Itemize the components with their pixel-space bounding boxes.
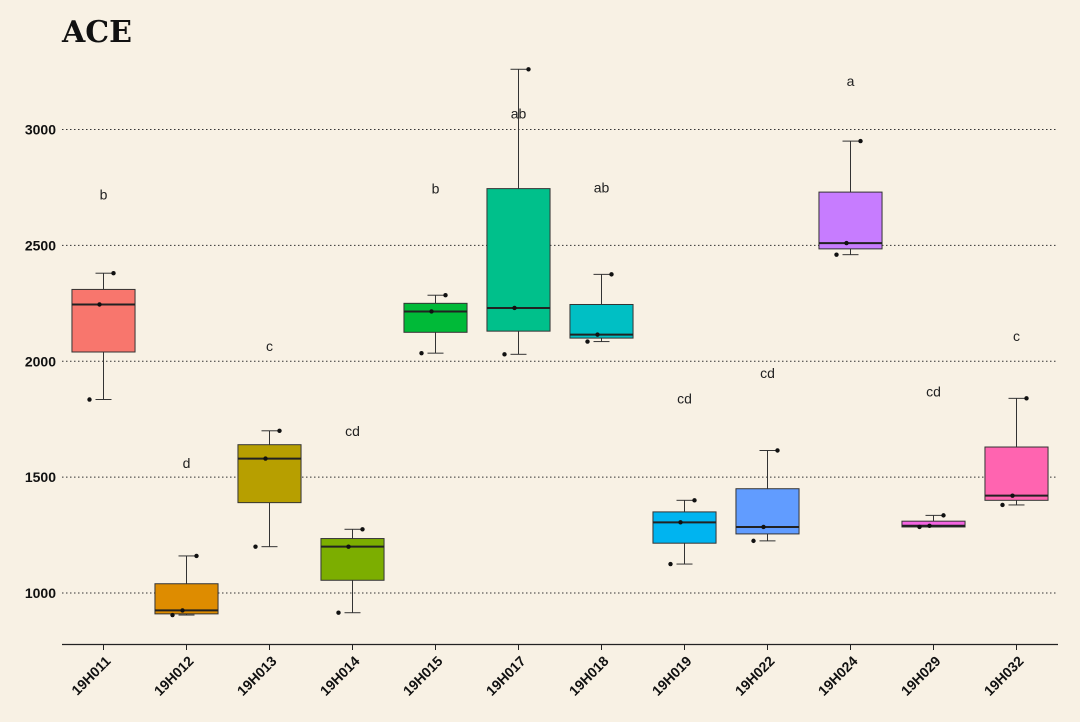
data-point bbox=[1024, 396, 1029, 401]
y-tick-label: 3000 bbox=[25, 122, 56, 138]
data-point bbox=[858, 138, 863, 144]
y-tick-label: 1000 bbox=[25, 585, 56, 601]
box-body bbox=[237, 444, 302, 504]
x-tick-label: 19H029 bbox=[898, 653, 944, 699]
boxes bbox=[71, 67, 1049, 618]
x-tick-label: 19H024 bbox=[815, 653, 861, 699]
data-point bbox=[751, 538, 756, 544]
box-body bbox=[403, 302, 468, 333]
data-point bbox=[170, 612, 175, 618]
data-point bbox=[775, 448, 780, 453]
significance-letter: b bbox=[100, 186, 108, 202]
box-19H024 bbox=[818, 138, 883, 257]
data-point bbox=[253, 544, 258, 549]
box-body bbox=[320, 538, 385, 581]
box-body bbox=[818, 191, 883, 250]
x-tick-label: 19H017 bbox=[483, 653, 529, 699]
box-19H014 bbox=[320, 527, 385, 615]
y-tick-label: 2000 bbox=[25, 353, 56, 369]
x-tick-label: 19H015 bbox=[400, 653, 446, 699]
data-point bbox=[512, 305, 517, 311]
data-point bbox=[678, 520, 683, 525]
box-19H012 bbox=[154, 553, 219, 618]
significance-letter: b bbox=[432, 181, 440, 197]
y-tick-label: 2500 bbox=[25, 237, 56, 253]
x-tick-label: 19H032 bbox=[981, 653, 1027, 699]
data-point bbox=[692, 498, 697, 503]
data-point bbox=[1000, 502, 1005, 508]
data-point bbox=[917, 524, 922, 530]
data-point bbox=[844, 240, 849, 246]
box-body bbox=[71, 288, 136, 353]
data-point bbox=[609, 272, 614, 277]
data-point bbox=[87, 397, 92, 402]
box-19H011 bbox=[71, 271, 136, 402]
box-19H032 bbox=[984, 396, 1049, 508]
box-body bbox=[154, 583, 219, 615]
data-point bbox=[97, 302, 102, 307]
significance-letter: a bbox=[847, 73, 855, 89]
data-point bbox=[595, 332, 600, 337]
box-19H017 bbox=[486, 67, 551, 357]
x-tick-label: 19H013 bbox=[234, 653, 280, 699]
significance-letters: b d c cd b ab ab cd cd a cd c bbox=[100, 73, 1020, 471]
data-point bbox=[585, 339, 590, 344]
box-19H019 bbox=[652, 498, 717, 567]
y-axis-ticks: 1000 1500 2000 2500 3000 bbox=[25, 122, 56, 601]
data-point bbox=[419, 350, 424, 356]
data-point bbox=[927, 523, 932, 529]
box-body bbox=[652, 511, 717, 544]
box-19H013 bbox=[237, 428, 302, 549]
data-point bbox=[668, 561, 673, 567]
data-point bbox=[277, 428, 282, 433]
significance-letter: ab bbox=[594, 179, 610, 195]
box-19H018 bbox=[569, 272, 634, 344]
data-point bbox=[360, 527, 365, 532]
x-tick-label: 19H022 bbox=[732, 653, 778, 699]
data-point bbox=[443, 293, 448, 298]
data-point bbox=[180, 608, 185, 613]
data-point bbox=[194, 553, 199, 559]
box-body bbox=[569, 303, 634, 339]
significance-letter: cd bbox=[345, 423, 360, 439]
data-point bbox=[526, 67, 531, 72]
box-19H022 bbox=[735, 448, 800, 544]
x-axis: 19H011 19H012 19H013 19H014 19H015 19H017 19H0… bbox=[62, 643, 1058, 699]
data-point bbox=[263, 456, 268, 461]
chart-title: ACE bbox=[61, 15, 132, 50]
significance-letter: ab bbox=[511, 105, 527, 121]
box-body bbox=[901, 520, 966, 528]
x-tick-label: 19H011 bbox=[68, 653, 114, 699]
x-tick-label: 19H018 bbox=[566, 653, 612, 699]
data-point bbox=[761, 524, 766, 530]
significance-letter: cd bbox=[926, 383, 941, 399]
y-tick-label: 1500 bbox=[25, 469, 56, 485]
data-point bbox=[941, 513, 946, 518]
data-point bbox=[429, 309, 434, 314]
box-19H029 bbox=[901, 513, 966, 530]
box-body bbox=[486, 188, 551, 332]
data-point bbox=[346, 544, 351, 549]
significance-letter: d bbox=[183, 455, 191, 471]
significance-letter: cd bbox=[760, 365, 775, 381]
box-body bbox=[984, 446, 1049, 501]
significance-letter: cd bbox=[677, 390, 692, 406]
significance-letter: c bbox=[266, 338, 273, 354]
x-tick-label: 19H012 bbox=[151, 653, 197, 699]
box-19H015 bbox=[403, 293, 468, 356]
data-point bbox=[834, 252, 839, 257]
data-point bbox=[336, 610, 341, 615]
x-tick-label: 19H014 bbox=[317, 653, 363, 699]
data-point bbox=[502, 352, 507, 357]
significance-letter: c bbox=[1013, 328, 1020, 344]
x-tick-label: 19H019 bbox=[649, 653, 695, 699]
data-point bbox=[111, 271, 116, 276]
data-point bbox=[1010, 493, 1015, 498]
